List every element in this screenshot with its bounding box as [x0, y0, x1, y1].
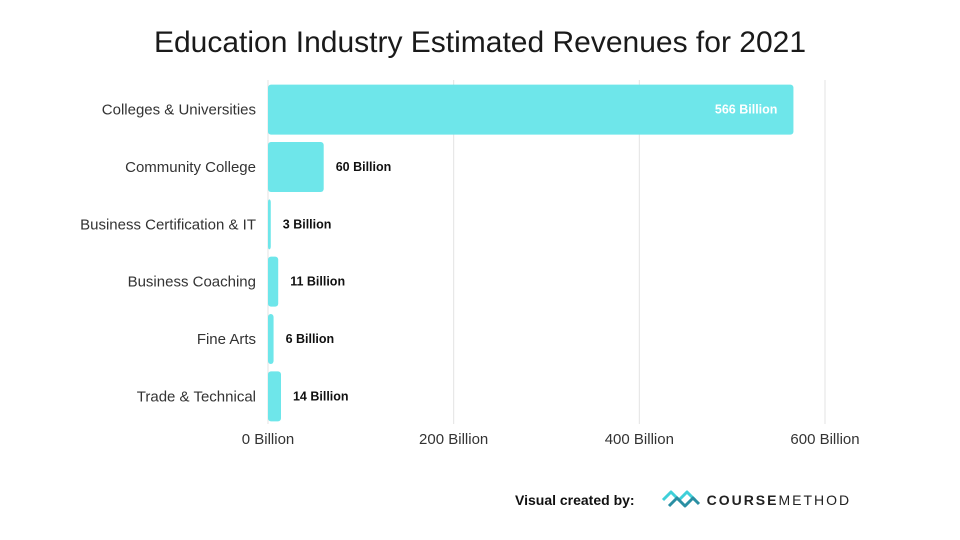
data-label: 11 Billion — [290, 275, 345, 289]
category-label: Trade & Technical — [137, 388, 256, 405]
x-tick-label: 400 Billion — [605, 431, 674, 448]
coursemethod-logo-icon — [661, 490, 700, 508]
bar — [268, 256, 279, 307]
brand-name-regular: METHOD — [778, 492, 852, 508]
bar — [268, 199, 271, 250]
x-tick-label: 200 Billion — [419, 431, 488, 448]
category-label: Fine Arts — [197, 331, 256, 348]
chart-title: Education Industry Estimated Revenues fo… — [153, 26, 807, 59]
x-tick-label: 600 Billion — [790, 431, 859, 448]
bar — [268, 314, 274, 364]
bar — [268, 371, 281, 422]
bar — [268, 84, 794, 135]
category-label: Business Certification & IT — [80, 216, 256, 233]
footer-credit: Visual created by: COURSEMETHOD — [515, 486, 851, 514]
category-label: Business Coaching — [128, 274, 256, 291]
data-label: 566 Billion — [715, 103, 778, 117]
data-label: 3 Billion — [283, 217, 332, 231]
data-label: 60 Billion — [336, 160, 392, 174]
data-label: 6 Billion — [286, 332, 335, 346]
data-label: 14 Billion — [293, 389, 349, 403]
credit-label: Visual created by: — [515, 492, 635, 508]
brand-logo: COURSEMETHOD — [661, 487, 852, 513]
category-label: Community College — [125, 159, 256, 176]
bar — [268, 142, 324, 192]
brand-name-bold: COURSE — [706, 492, 779, 508]
x-tick-label: 0 Billion — [242, 431, 295, 448]
category-label: Colleges & Universities — [102, 102, 256, 119]
brand-name: COURSEMETHOD — [707, 492, 852, 508]
